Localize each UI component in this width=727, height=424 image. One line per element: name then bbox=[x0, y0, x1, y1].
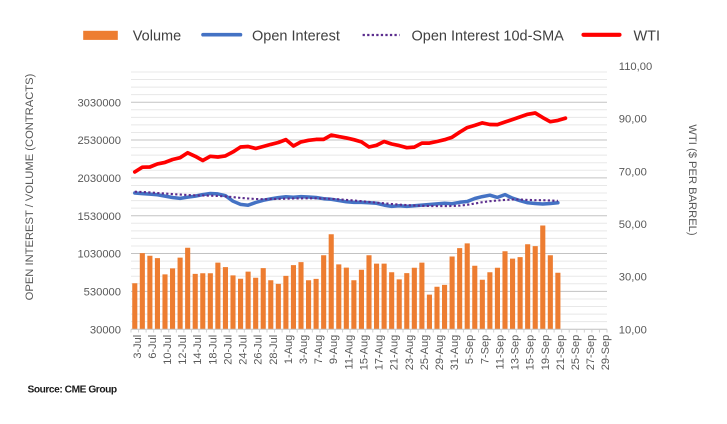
svg-text:30000: 30000 bbox=[90, 324, 121, 336]
svg-text:31-Aug: 31-Aug bbox=[449, 335, 461, 370]
svg-text:Open Interest: Open Interest bbox=[252, 28, 340, 44]
svg-text:27-Sep: 27-Sep bbox=[585, 335, 597, 370]
svg-text:11-Sep: 11-Sep bbox=[494, 335, 506, 370]
svg-text:28-Jul: 28-Jul bbox=[268, 335, 280, 365]
svg-text:11-Aug: 11-Aug bbox=[343, 335, 355, 370]
svg-text:10-Jul: 10-Jul bbox=[162, 335, 174, 365]
svg-text:2530000: 2530000 bbox=[77, 135, 121, 147]
svg-text:26-Jul: 26-Jul bbox=[253, 335, 265, 365]
svg-text:2030000: 2030000 bbox=[77, 173, 121, 185]
svg-text:29-Aug: 29-Aug bbox=[434, 335, 446, 370]
svg-text:Open Interest 10d-SMA: Open Interest 10d-SMA bbox=[412, 28, 565, 44]
svg-text:7-Aug: 7-Aug bbox=[313, 335, 325, 364]
svg-text:1030000: 1030000 bbox=[77, 249, 121, 261]
svg-text:30,00: 30,00 bbox=[619, 272, 647, 284]
svg-text:70,00: 70,00 bbox=[619, 166, 647, 178]
svg-text:WTI: WTI bbox=[634, 28, 661, 44]
svg-text:90,00: 90,00 bbox=[619, 114, 647, 126]
svg-text:1-Aug: 1-Aug bbox=[283, 335, 295, 364]
svg-text:3030000: 3030000 bbox=[77, 97, 121, 109]
svg-text:10,00: 10,00 bbox=[619, 324, 647, 336]
svg-text:3-Jul: 3-Jul bbox=[132, 335, 144, 359]
svg-text:14-Jul: 14-Jul bbox=[192, 335, 204, 365]
svg-text:15-Aug: 15-Aug bbox=[358, 335, 370, 370]
svg-text:13-Sep: 13-Sep bbox=[510, 335, 522, 370]
svg-text:9-Aug: 9-Aug bbox=[328, 335, 340, 364]
svg-text:50,00: 50,00 bbox=[619, 219, 647, 231]
svg-text:6-Jul: 6-Jul bbox=[147, 335, 159, 359]
svg-text:OPEN INTEREST / VOLUME (CONTRA: OPEN INTEREST / VOLUME (CONTRACTS) bbox=[24, 73, 36, 300]
svg-text:Volume: Volume bbox=[133, 28, 181, 44]
svg-text:25-Aug: 25-Aug bbox=[419, 335, 431, 370]
svg-text:WTI ($ PER BARREL): WTI ($ PER BARREL) bbox=[686, 124, 698, 236]
svg-text:5-Sep: 5-Sep bbox=[464, 335, 476, 364]
svg-text:19-Sep: 19-Sep bbox=[540, 335, 552, 370]
svg-text:18-Jul: 18-Jul bbox=[207, 335, 219, 365]
svg-text:20-Jul: 20-Jul bbox=[222, 335, 234, 365]
svg-text:17-Aug: 17-Aug bbox=[374, 335, 386, 370]
svg-text:530000: 530000 bbox=[84, 286, 121, 298]
svg-text:23-Aug: 23-Aug bbox=[404, 335, 416, 370]
svg-text:15-Sep: 15-Sep bbox=[525, 335, 537, 370]
svg-text:3-Aug: 3-Aug bbox=[298, 335, 310, 364]
svg-text:12-Jul: 12-Jul bbox=[177, 335, 189, 365]
svg-text:24-Jul: 24-Jul bbox=[238, 335, 250, 365]
svg-text:1530000: 1530000 bbox=[77, 211, 121, 223]
svg-text:7-Sep: 7-Sep bbox=[479, 335, 491, 364]
svg-text:25-Sep: 25-Sep bbox=[570, 335, 582, 370]
svg-text:110,00: 110,00 bbox=[619, 61, 652, 73]
svg-text:Source: CME Group: Source: CME Group bbox=[28, 385, 117, 396]
svg-text:29-Sep: 29-Sep bbox=[600, 335, 612, 370]
svg-text:21-Sep: 21-Sep bbox=[555, 335, 567, 370]
svg-text:21-Aug: 21-Aug bbox=[389, 335, 401, 370]
